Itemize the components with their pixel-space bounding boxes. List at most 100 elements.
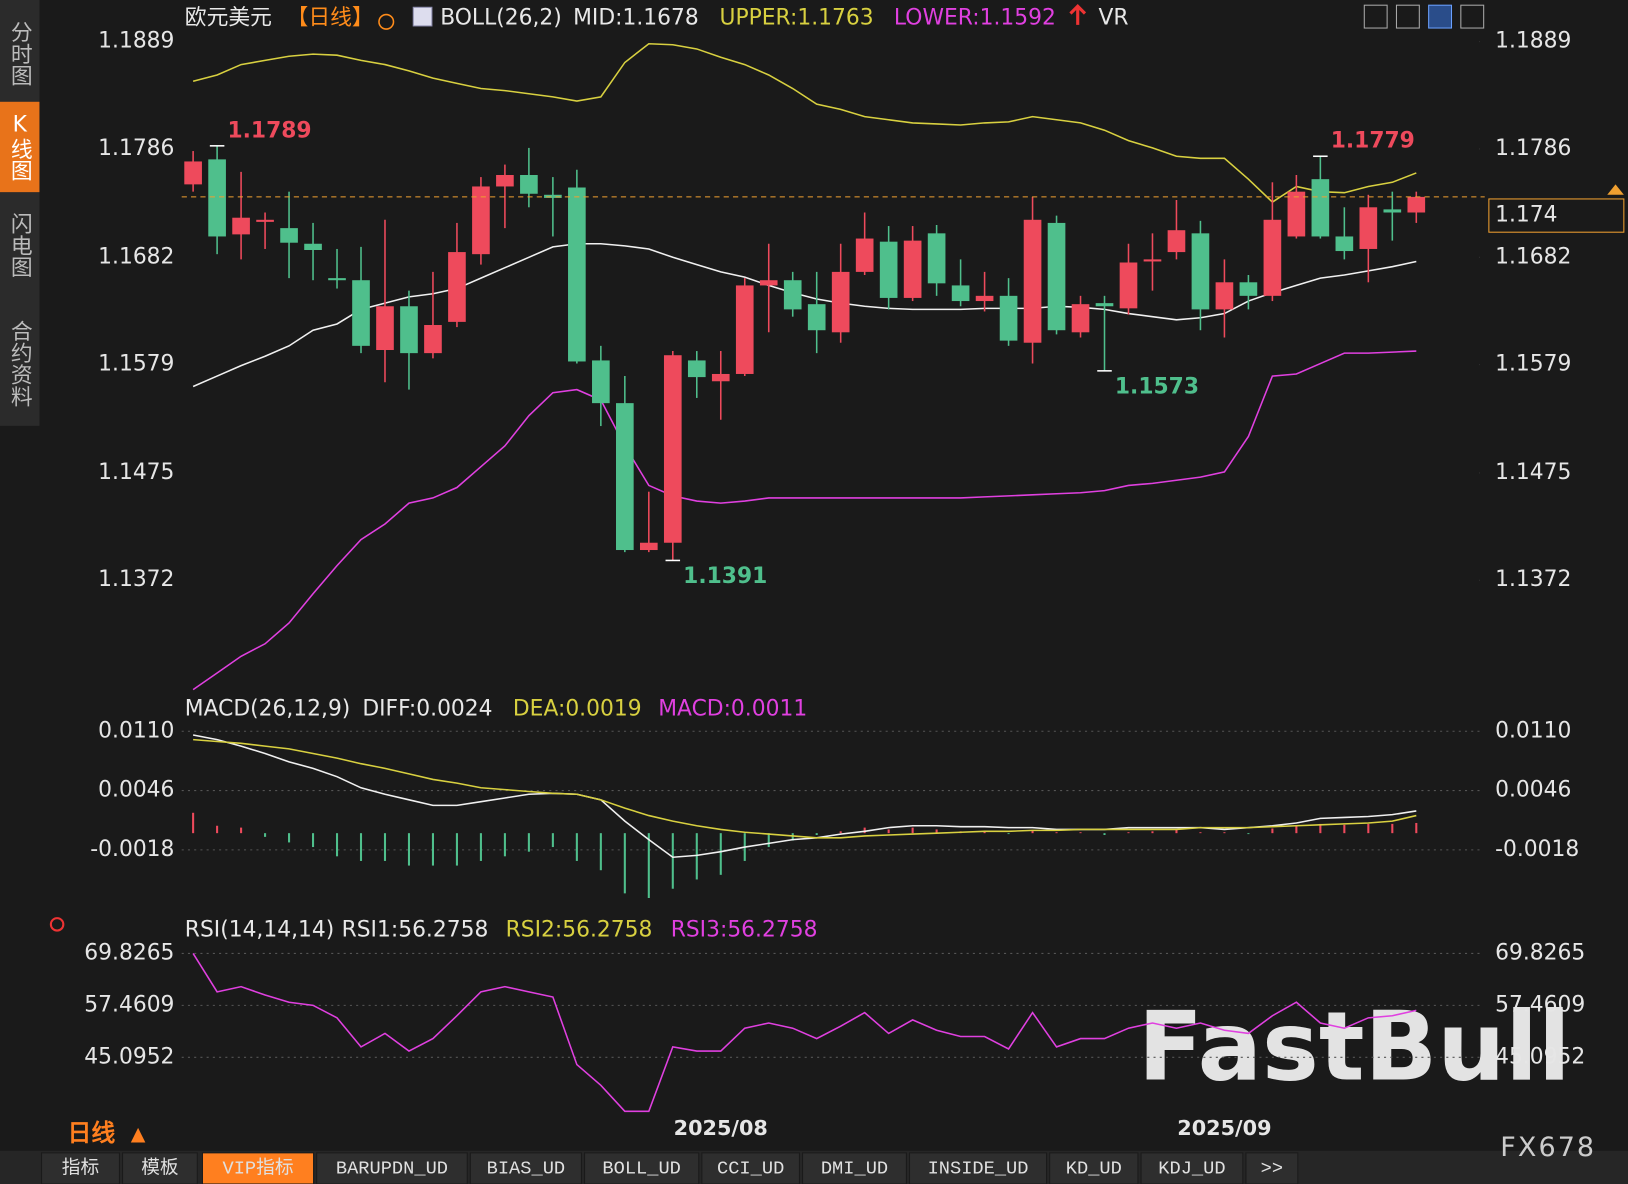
bottom-tab-label[interactable]: BIAS_UD [487,1157,566,1179]
bottom-tab-label[interactable]: DMI_UD [821,1157,888,1179]
candle-body [783,280,802,310]
bottom-tab[interactable] [469,1152,582,1184]
candle-body [903,240,922,298]
bottom-tab[interactable] [1245,1152,1299,1184]
candle-body [1071,304,1090,333]
candle-body [687,360,706,378]
bottom-tab-label[interactable]: INSIDE_UD [928,1157,1029,1179]
y-tick-label: 0.0046 [98,778,174,803]
candle-body [1095,303,1114,307]
legend-item: DEA:0.0019 [513,696,642,721]
bottom-tab[interactable] [201,1152,315,1184]
y-tick-label-right: 69.8265 [1495,940,1585,965]
bottom-tab[interactable] [41,1152,120,1184]
candle-body [1023,219,1042,343]
candle-body [616,403,634,551]
y-tick-label-right: 0.0110 [1495,718,1571,743]
candle-body [1383,209,1402,213]
bottom-tab[interactable] [1140,1152,1244,1184]
bottom-tab[interactable] [802,1152,907,1184]
icon[interactable] [1363,4,1388,29]
side-tab[interactable]: K线图 [7,113,32,182]
candle-body [1191,233,1210,310]
extreme-label: 1.1779 [1331,129,1415,154]
legend-item: VR [1098,6,1128,31]
add-icon[interactable] [378,13,395,30]
indicator-icon [412,6,433,27]
y-tick-label-right: 1.1475 [1495,460,1571,485]
toolbar-icons[interactable] [1363,4,1485,29]
candle-body [424,325,442,354]
bottom-tab[interactable] [1049,1152,1139,1184]
candle-body [328,278,346,281]
settings-dot[interactable] [49,917,65,932]
indicator-line [193,738,1417,839]
watermark: FastBull [1138,990,1571,1102]
indicator-line [192,734,1417,859]
y-tick-label-right: 1.1786 [1495,136,1571,161]
y-tick-label: 1.1475 [98,460,174,485]
bottom-tab[interactable] [316,1152,468,1184]
period-arrow[interactable] [130,1127,146,1143]
icon[interactable] [1460,4,1485,29]
legend-item: LOWER:1.1592 [894,6,1056,31]
indicator-line [192,42,1417,204]
icon[interactable] [1428,4,1453,29]
side-tab-active[interactable] [0,101,40,193]
candle-body [1263,219,1282,296]
bottom-tab-label[interactable]: 指标 [62,1157,99,1179]
candle-body [831,271,850,333]
y-tick-label-right: -0.0018 [1495,837,1579,862]
y-tick-label-right: 0.0046 [1495,778,1571,803]
x-tick-label: 2025/09 [1177,1116,1271,1140]
y-tick-label: 1.1786 [98,136,174,161]
legend-item: RSI2:56.2758 [506,918,653,943]
side-tab[interactable]: 分时图 [7,21,32,87]
candle-body [1119,262,1138,309]
indicator-line [192,242,1417,388]
legend-item: BOLL(26,2) [440,6,562,31]
y-tick-label: 1.1579 [98,352,174,377]
bottom-tab[interactable] [909,1152,1048,1184]
candle-body [256,219,274,222]
candle-body [568,187,586,362]
bottom-tab-label[interactable]: CCI_UD [717,1157,784,1179]
bottom-tab[interactable] [584,1152,700,1184]
candle-body [304,243,322,251]
bottom-tab-label[interactable]: BOLL_UD [602,1157,681,1179]
legend-item: RSI(14,14,14) [185,918,334,943]
bottom-tab-label[interactable]: VIP指标 [222,1157,293,1179]
period[interactable]: 日线 [67,1119,115,1147]
candle-body [663,355,682,543]
extreme-label: 1.1573 [1115,374,1199,399]
y-tick-label-right: 1.1889 [1495,29,1571,54]
candle-body [208,159,226,237]
side-tab[interactable]: 闪电图 [7,212,32,278]
candle-body [376,306,394,351]
bottom-tab-label[interactable]: KDJ_UD [1158,1157,1225,1179]
y-tick-label: 69.8265 [84,940,174,965]
bottom-tab-label[interactable]: >> [1261,1157,1283,1179]
candle-body [1359,207,1378,249]
bottom-tab-label[interactable]: BARUPDN_UD [336,1157,448,1179]
y-tick-label: -0.0018 [90,837,174,862]
candle-body [496,174,514,187]
y-tick-label: 0.0110 [98,718,174,743]
y-tick-label: 57.4609 [84,992,174,1017]
y-tick-label-right: 1.1372 [1495,567,1571,592]
candle-body [855,238,874,272]
legend-item: MACD:0.0011 [658,696,807,721]
y-tick-label-right: 1.1682 [1495,244,1571,269]
candle-body [400,306,418,354]
bottom-tab[interactable] [701,1152,800,1184]
bottom-tab-label[interactable]: 模板 [141,1157,179,1179]
side-tab[interactable]: 合约资料 [7,320,32,408]
bottom-tab-label[interactable]: KD_UD [1066,1157,1122,1179]
icon[interactable] [1395,4,1420,29]
y-tick-label-right: 1.1579 [1495,352,1571,377]
candle-body [1047,222,1066,331]
y-tick-label-right: 45.0952 [1495,1044,1585,1069]
bottom-tab[interactable] [121,1152,198,1184]
candle-body [735,285,754,374]
